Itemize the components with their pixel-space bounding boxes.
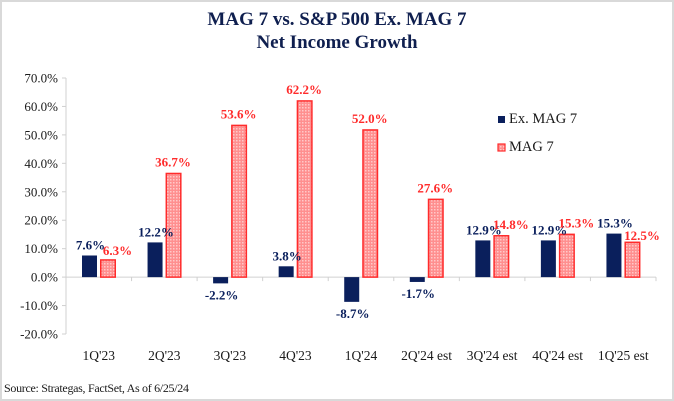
- chart-title-block: MAG 7 vs. S&P 500 Ex. MAG 7 Net Income G…: [2, 8, 672, 54]
- data-label-mag7: 12.5%: [624, 228, 660, 243]
- y-tick-label: 70.0%: [24, 71, 58, 86]
- data-label-mag7: 15.3%: [559, 216, 595, 231]
- bar-mag7: [362, 129, 379, 278]
- data-label-ex-mag7: 7.6%: [76, 237, 105, 252]
- y-tick-label: -20.0%: [20, 327, 58, 342]
- bar-mag7: [231, 124, 248, 278]
- y-tick-label: 0.0%: [31, 270, 58, 285]
- data-label-mag7: 62.2%: [286, 82, 322, 97]
- source-note: Source: Strategas, FactSet, As of 6/25/2…: [4, 381, 189, 395]
- x-tick-label: 1Q'23: [83, 348, 116, 363]
- bar-mag7: [493, 235, 510, 278]
- y-tick-label: 40.0%: [24, 156, 58, 171]
- bar-ex-mag7: [82, 255, 97, 278]
- y-tick-label: -10.0%: [20, 298, 58, 313]
- data-label-mag7: 6.3%: [103, 243, 132, 258]
- chart-subtitle: Net Income Growth: [256, 32, 418, 53]
- bar-ex-mag7: [475, 240, 491, 278]
- legend-label-ex-mag7: Ex. MAG 7: [509, 111, 577, 127]
- bar-mag7: [427, 198, 444, 278]
- data-label-ex-mag7: 12.9%: [532, 222, 568, 237]
- data-label-ex-mag7: -8.7%: [336, 306, 370, 321]
- x-tick-label: 1Q'24: [345, 348, 378, 363]
- x-tick-label: 2Q'24 est: [401, 348, 452, 363]
- data-label-ex-mag7: 12.2%: [138, 224, 174, 239]
- bar-mag7: [558, 233, 575, 278]
- data-label-mag7: 36.7%: [155, 155, 191, 170]
- bar-ex-mag7: [147, 242, 163, 278]
- bar-mag7: [624, 241, 641, 278]
- y-tick-label: 10.0%: [24, 241, 58, 256]
- x-tick-label: 3Q'24 est: [467, 348, 518, 363]
- x-tick-label: 1Q'25 est: [598, 348, 649, 363]
- data-label-mag7: 14.8%: [493, 217, 529, 232]
- bar-ex-mag7: [606, 233, 622, 278]
- data-label-ex-mag7: 12.9%: [466, 222, 502, 237]
- bar-ex-mag7: [278, 266, 294, 278]
- bar-mag7: [296, 100, 313, 278]
- y-tick-label: 50.0%: [24, 127, 58, 142]
- legend-label-mag7: MAG 7: [509, 139, 554, 155]
- bar-mag7: [100, 259, 116, 278]
- data-label-ex-mag7: -2.2%: [205, 287, 239, 302]
- bar-ex-mag7: [409, 277, 425, 282]
- bar-ex-mag7: [540, 240, 556, 278]
- x-tick-label: 3Q'23: [214, 348, 247, 363]
- x-tick-label: 4Q'24 est: [532, 348, 583, 363]
- chart-title: MAG 7 vs. S&P 500 Ex. MAG 7: [207, 9, 467, 30]
- data-label-mag7: 53.6%: [221, 107, 257, 122]
- data-label-ex-mag7: 3.8%: [273, 248, 302, 263]
- data-label-mag7: 27.6%: [417, 181, 453, 196]
- data-label-ex-mag7: 15.3%: [597, 216, 633, 231]
- data-label-ex-mag7: -1.7%: [401, 286, 435, 301]
- bar-ex-mag7: [344, 277, 360, 302]
- y-tick-label: 20.0%: [24, 213, 58, 228]
- legend-swatch-ex-mag7: [498, 116, 505, 123]
- legend-swatch-mag7: [497, 143, 506, 152]
- bar-mag7: [165, 172, 182, 278]
- y-tick-label: 30.0%: [24, 184, 58, 199]
- data-label-mag7: 52.0%: [352, 111, 388, 126]
- bar-ex-mag7: [213, 277, 229, 284]
- x-tick-label: 4Q'23: [279, 348, 312, 363]
- y-tick-label: 60.0%: [24, 99, 58, 114]
- x-tick-label: 2Q'23: [148, 348, 181, 363]
